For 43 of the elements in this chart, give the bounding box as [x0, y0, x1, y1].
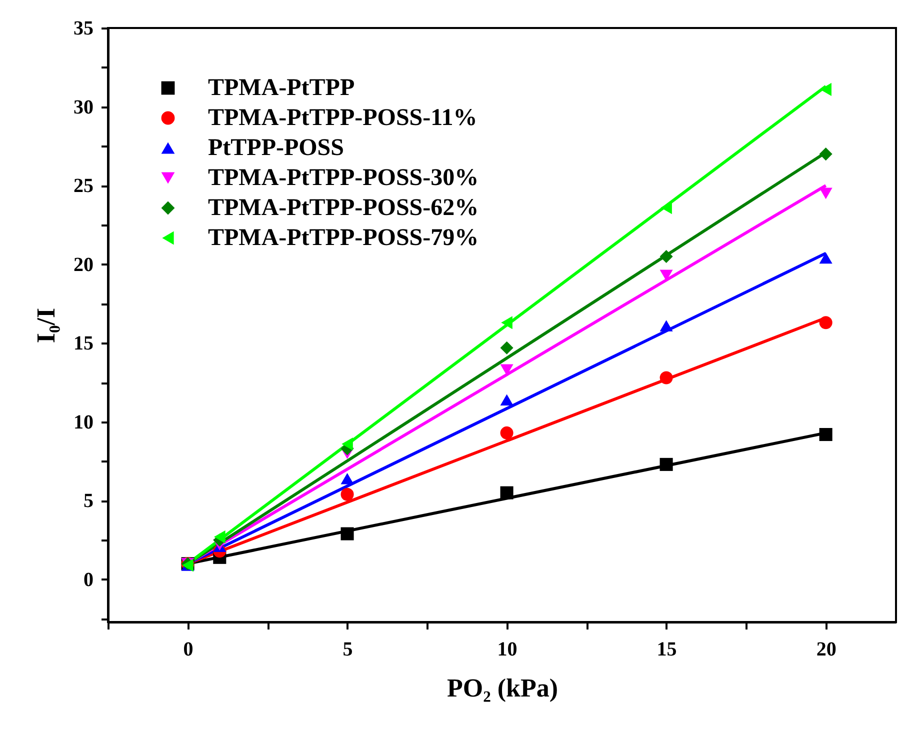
y-tick-label: 5 [84, 490, 94, 512]
point [500, 394, 514, 406]
y-tick-label: 15 [74, 332, 94, 355]
point [342, 437, 353, 450]
point [340, 527, 354, 540]
y-tick-label: 35 [74, 18, 94, 40]
x-tick-label: 5 [342, 638, 353, 660]
point [500, 341, 514, 354]
point [214, 530, 226, 544]
point [501, 316, 512, 330]
point [819, 316, 832, 330]
x-tick-label: 0 [183, 638, 194, 660]
point [660, 371, 673, 384]
point [819, 428, 832, 442]
x-axis-title: PO₂ (kPa) [446, 674, 558, 702]
point [819, 148, 832, 161]
legend-label: TPMA-PtTPP-POSS-79% [208, 225, 479, 251]
point [660, 320, 673, 332]
legend-label: PtTPP-POSS [208, 135, 344, 161]
y-tick-label: 0 [84, 568, 94, 591]
y-axis-title: I₀/I [32, 308, 60, 344]
legend-label: TPMA-PtTPP-POSS-62% [208, 195, 479, 221]
y-tick-label: 30 [74, 96, 94, 118]
legend-label: TPMA-PtTPP-POSS-11% [208, 105, 478, 131]
point [340, 488, 354, 501]
point [500, 486, 514, 500]
y-tick-label: 20 [74, 254, 94, 276]
point [500, 426, 514, 440]
point [660, 250, 673, 263]
point [500, 364, 514, 376]
x-tick-label: 15 [656, 638, 677, 660]
point [820, 82, 832, 96]
x-tick-label: 20 [816, 638, 836, 660]
point [819, 188, 832, 200]
legend-label: TPMA-PtTPP [208, 75, 355, 101]
point [660, 201, 672, 214]
y-tick-label: 25 [74, 175, 94, 198]
x-tick-label: 10 [497, 638, 518, 660]
y-tick-label: 10 [74, 411, 94, 434]
point [340, 472, 354, 484]
point [660, 458, 673, 471]
point [819, 252, 832, 264]
legend-label: TPMA-PtTPP-POSS-30% [208, 165, 479, 191]
